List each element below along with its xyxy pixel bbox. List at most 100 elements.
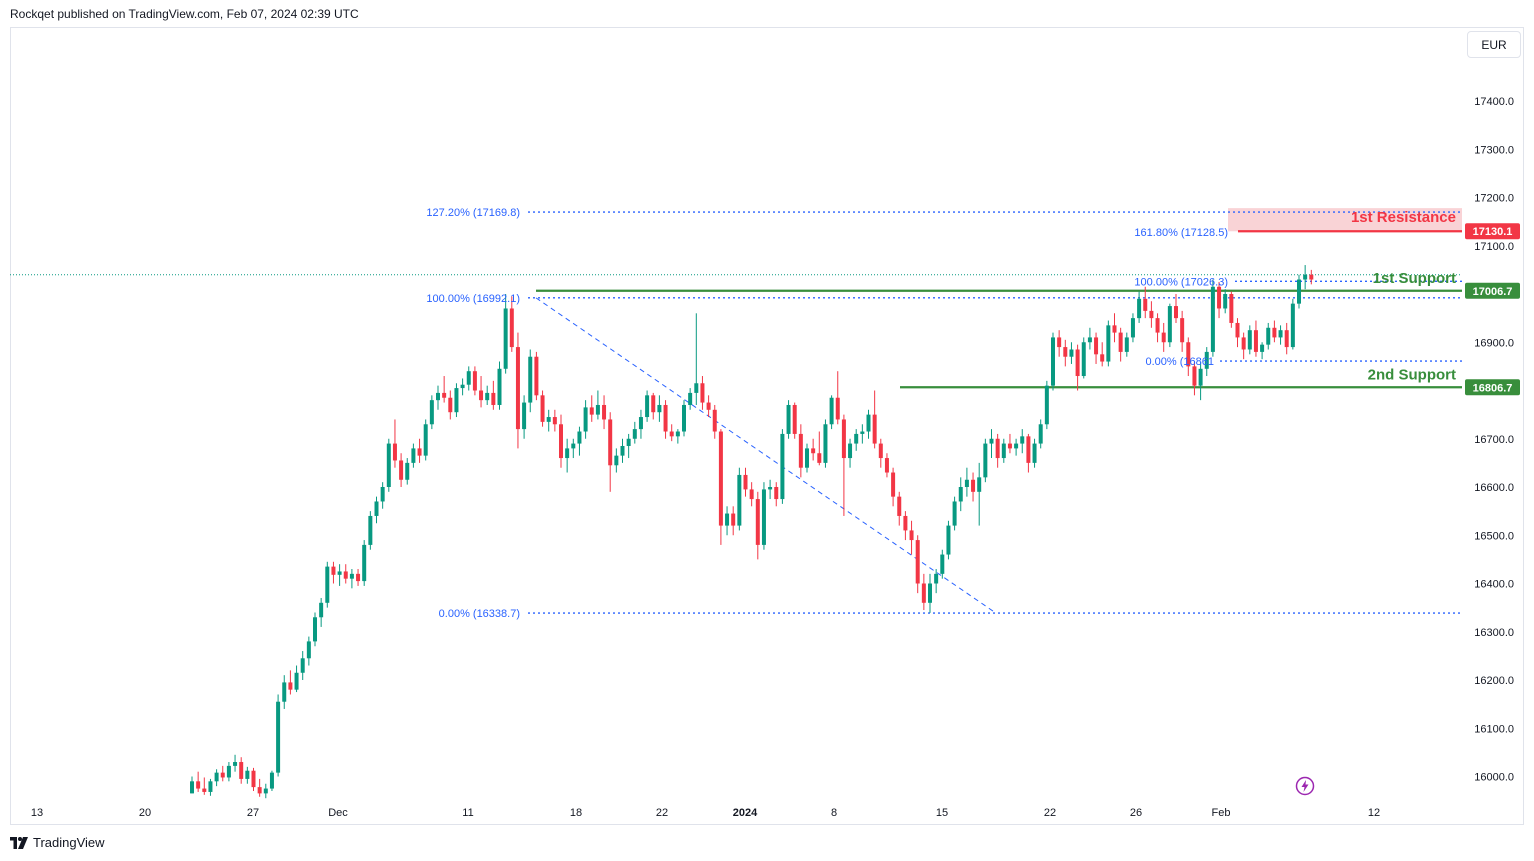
candle[interactable] xyxy=(1260,342,1265,360)
candle[interactable] xyxy=(1174,294,1178,323)
candle[interactable] xyxy=(515,332,520,449)
candle[interactable] xyxy=(638,409,643,439)
candle[interactable] xyxy=(909,520,914,555)
candle[interactable] xyxy=(700,376,705,410)
candle[interactable] xyxy=(841,414,846,516)
candle[interactable] xyxy=(1198,361,1203,401)
candle[interactable] xyxy=(1051,332,1055,391)
flash-icon[interactable] xyxy=(1295,776,1315,796)
candle[interactable] xyxy=(479,376,484,408)
candle[interactable] xyxy=(1303,265,1308,290)
candle[interactable] xyxy=(1057,330,1062,357)
candle[interactable] xyxy=(534,351,539,401)
candle[interactable] xyxy=(1044,380,1049,430)
candle[interactable] xyxy=(1278,325,1283,345)
candle[interactable] xyxy=(983,438,988,483)
candle[interactable] xyxy=(1223,289,1228,314)
candle[interactable] xyxy=(1290,298,1295,350)
candle[interactable] xyxy=(989,429,994,459)
candle[interactable] xyxy=(282,675,287,709)
candle[interactable] xyxy=(1100,342,1105,367)
candle[interactable] xyxy=(1284,322,1289,355)
candle[interactable] xyxy=(743,467,748,497)
candle[interactable] xyxy=(946,520,951,560)
candle[interactable] xyxy=(306,636,311,666)
candle[interactable] xyxy=(595,390,600,420)
candle[interactable] xyxy=(1149,301,1154,328)
candle[interactable] xyxy=(737,467,742,531)
candle[interactable] xyxy=(1266,322,1271,350)
candle[interactable] xyxy=(491,380,496,410)
candle[interactable] xyxy=(977,462,982,526)
candle[interactable] xyxy=(552,409,557,432)
candle[interactable] xyxy=(269,770,274,791)
candle[interactable] xyxy=(1155,313,1160,343)
candle[interactable] xyxy=(386,438,391,492)
candle[interactable] xyxy=(1235,318,1240,348)
footer-brand[interactable]: TradingView xyxy=(10,835,105,850)
candle[interactable] xyxy=(958,477,963,512)
candle[interactable] xyxy=(817,431,822,466)
candle[interactable] xyxy=(1075,344,1080,391)
candle[interactable] xyxy=(872,390,877,449)
candle[interactable] xyxy=(1161,322,1166,352)
candle[interactable] xyxy=(405,458,410,485)
candle[interactable] xyxy=(540,390,545,427)
candle[interactable] xyxy=(1001,438,1006,463)
candle[interactable] xyxy=(645,390,650,422)
candle[interactable] xyxy=(848,438,853,468)
candle[interactable] xyxy=(1026,433,1031,473)
candle[interactable] xyxy=(731,506,736,536)
candle[interactable] xyxy=(1069,342,1074,364)
candle[interactable] xyxy=(497,361,502,410)
candle[interactable] xyxy=(780,429,785,504)
candle[interactable] xyxy=(798,424,803,478)
candle[interactable] xyxy=(608,412,613,492)
candle[interactable] xyxy=(1137,291,1142,323)
candle[interactable] xyxy=(675,429,680,444)
candle[interactable] xyxy=(374,496,379,524)
candle[interactable] xyxy=(940,549,945,579)
candle[interactable] xyxy=(1217,281,1222,319)
candle[interactable] xyxy=(208,778,213,796)
candle[interactable] xyxy=(1143,286,1148,319)
candle[interactable] xyxy=(319,597,324,627)
candle[interactable] xyxy=(1106,320,1111,367)
candle[interactable] xyxy=(602,395,607,430)
candle[interactable] xyxy=(1032,438,1037,468)
candle[interactable] xyxy=(503,294,508,374)
candle[interactable] xyxy=(1038,419,1043,449)
candle[interactable] xyxy=(1297,274,1301,309)
candle[interactable] xyxy=(1087,327,1092,350)
candle[interactable] xyxy=(928,573,932,613)
candle[interactable] xyxy=(472,366,477,396)
candle[interactable] xyxy=(460,378,465,396)
candle[interactable] xyxy=(417,438,422,463)
candle[interactable] xyxy=(1247,325,1252,355)
candle[interactable] xyxy=(712,404,717,439)
currency-selector-button[interactable]: EUR xyxy=(1467,31,1521,58)
candle[interactable] xyxy=(196,771,201,792)
candle[interactable] xyxy=(774,482,779,507)
candle[interactable] xyxy=(559,414,563,468)
candle[interactable] xyxy=(1180,310,1185,352)
candle[interactable] xyxy=(583,400,588,439)
candle[interactable] xyxy=(214,769,219,787)
candle[interactable] xyxy=(964,467,969,497)
candle[interactable] xyxy=(995,433,1000,468)
candle[interactable] xyxy=(1007,433,1012,454)
candle[interactable] xyxy=(239,757,244,784)
candle[interactable] xyxy=(1229,291,1234,328)
candle[interactable] xyxy=(891,467,896,507)
candle[interactable] xyxy=(411,443,416,468)
candle[interactable] xyxy=(589,395,594,422)
candle[interactable] xyxy=(614,448,619,473)
candle[interactable] xyxy=(509,296,514,352)
candle[interactable] xyxy=(251,767,256,791)
candle[interactable] xyxy=(263,783,268,799)
candle[interactable] xyxy=(884,453,889,478)
candle[interactable] xyxy=(337,564,342,586)
candle[interactable] xyxy=(190,776,194,794)
candle[interactable] xyxy=(706,395,711,418)
